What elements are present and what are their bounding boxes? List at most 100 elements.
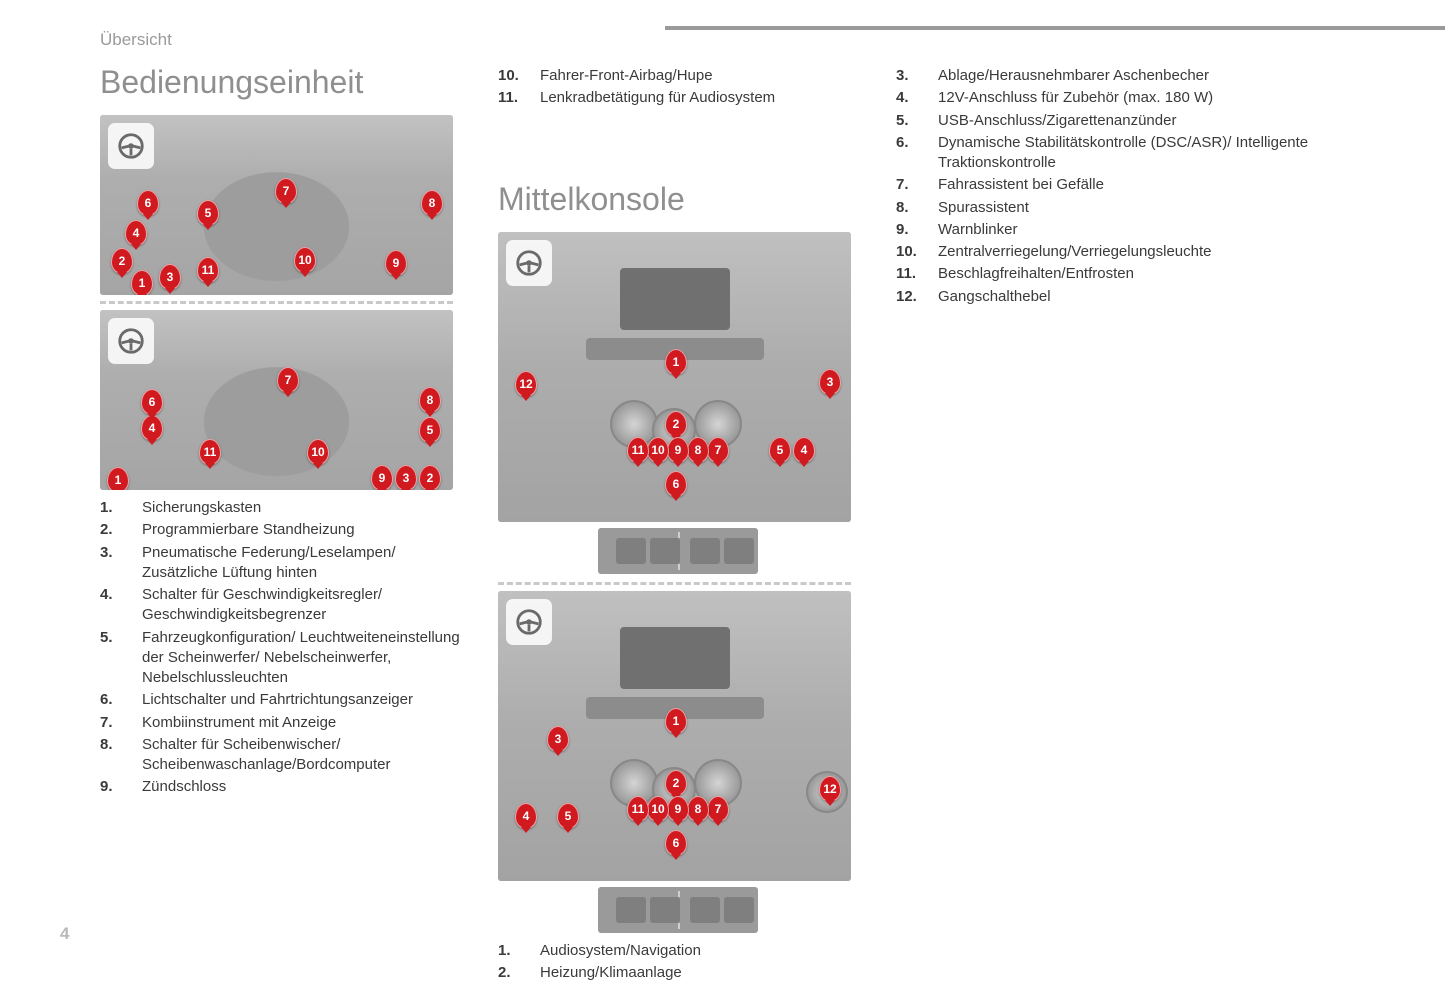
list-item: 9.Warnblinker xyxy=(896,220,1326,240)
list-bedienung-cont: 10.Fahrer-Front-Airbag/Hupe11.Lenkradbet… xyxy=(498,66,858,109)
list-mittelkonsole: 1.Audiosystem/Navigation2.Heizung/Klimaa… xyxy=(498,941,858,984)
list-item-number: 7. xyxy=(100,713,142,733)
callout-marker: 6 xyxy=(665,471,687,497)
list-item: 8.Spurassistent xyxy=(896,198,1326,218)
list-item-number: 9. xyxy=(100,777,142,797)
steering-wheel-icon xyxy=(108,123,154,169)
infotainment-screen xyxy=(620,627,730,689)
callout-marker: 1 xyxy=(665,349,687,375)
list-item-number: 2. xyxy=(498,963,540,983)
list-item-text: Kombiinstrument mit Anzeige xyxy=(142,713,460,733)
section-label: Übersicht xyxy=(100,30,1385,50)
callout-marker: 4 xyxy=(793,437,815,463)
list-item: 5.Fahrzeugkonfiguration/ Leuchtweitenein… xyxy=(100,628,460,689)
list-item: 6.Lichtschalter und Fahrtrichtungsanzeig… xyxy=(100,690,460,710)
list-item-text: Beschlagfreihalten/Entfrosten xyxy=(938,264,1326,284)
list-item: 12.Gangschalthebel xyxy=(896,287,1326,307)
list-item: 10.Zentralverriegelung/Verriegelungsleuc… xyxy=(896,242,1326,262)
list-item-number: 2. xyxy=(100,520,142,540)
list-item-text: Spurassistent xyxy=(938,198,1326,218)
list-item-number: 12. xyxy=(896,287,938,307)
list-item-text: Fahrzeugkonfiguration/ Leuchtweiteneinst… xyxy=(142,628,460,689)
list-item-number: 11. xyxy=(498,88,540,108)
diagram-console-bottom: 123456789101112 xyxy=(498,591,851,881)
callout-marker: 8 xyxy=(421,190,443,216)
list-item: 4.Schalter für Geschwindigkeitsregler/ G… xyxy=(100,585,460,626)
list-item: 6.Dynamische Stabilitätskontrolle (DSC/A… xyxy=(896,133,1326,174)
list-item-text: Pneumatische Federung/Leselampen/ Zusätz… xyxy=(142,543,460,584)
callout-marker: 2 xyxy=(111,248,133,274)
column-3: 3.Ablage/Herausnehmbarer Aschenbecher4.1… xyxy=(896,64,1326,985)
callout-marker: 8 xyxy=(687,437,709,463)
list-item-text: Dynamische Stabilitätskontrolle (DSC/ASR… xyxy=(938,133,1326,174)
list-item: 2.Programmierbare Standheizung xyxy=(100,520,460,540)
list-item-number: 11. xyxy=(896,264,938,284)
list-item-text: Lichtschalter und Fahrtrichtungsanzeiger xyxy=(142,690,460,710)
callout-marker: 6 xyxy=(137,190,159,216)
list-item-text: Sicherungskasten xyxy=(142,498,460,518)
list-item-number: 10. xyxy=(896,242,938,262)
callout-marker: 11 xyxy=(199,439,221,465)
page-number: 4 xyxy=(60,924,69,944)
aux-switch-panel xyxy=(598,528,758,574)
callout-marker: 10 xyxy=(647,796,669,822)
diagram-separator xyxy=(100,301,453,304)
list-item-number: 10. xyxy=(498,66,540,86)
callout-marker: 9 xyxy=(667,796,689,822)
list-item-number: 5. xyxy=(896,111,938,131)
callout-marker: 6 xyxy=(665,830,687,856)
list-item: 5.USB-Anschluss/Zigarettenanzünder xyxy=(896,111,1326,131)
callout-marker: 1 xyxy=(131,270,153,295)
list-item-text: 12V-Anschluss für Zubehör (max. 180 W) xyxy=(938,88,1326,108)
list-item-number: 4. xyxy=(100,585,142,605)
callout-marker: 2 xyxy=(665,411,687,437)
callout-marker: 10 xyxy=(307,439,329,465)
list-mittelkonsole-cont: 3.Ablage/Herausnehmbarer Aschenbecher4.1… xyxy=(896,66,1326,307)
list-item: 9.Zündschloss xyxy=(100,777,460,797)
list-item: 8.Schalter für Scheibenwischer/ Scheiben… xyxy=(100,735,460,776)
callout-marker: 5 xyxy=(197,200,219,226)
title-bedienungseinheit: Bedienungseinheit xyxy=(100,64,460,101)
list-item: 7.Kombiinstrument mit Anzeige xyxy=(100,713,460,733)
callout-marker: 2 xyxy=(665,770,687,796)
list-item-text: Lenkradbetätigung für Audiosystem xyxy=(540,88,858,108)
callout-marker: 9 xyxy=(371,465,393,490)
callout-marker: 5 xyxy=(419,417,441,443)
callout-marker: 11 xyxy=(627,796,649,822)
list-item-number: 9. xyxy=(896,220,938,240)
callout-marker: 5 xyxy=(557,803,579,829)
column-2: 10.Fahrer-Front-Airbag/Hupe11.Lenkradbet… xyxy=(498,64,858,985)
callout-marker: 3 xyxy=(159,264,181,290)
callout-marker: 9 xyxy=(667,437,689,463)
list-item-number: 3. xyxy=(100,543,142,563)
callout-marker: 4 xyxy=(125,220,147,246)
list-item-number: 6. xyxy=(896,133,938,153)
callout-marker: 7 xyxy=(277,367,299,393)
callout-marker: 11 xyxy=(197,257,219,283)
header-rule xyxy=(665,26,1445,30)
list-item-text: Fahrer-Front-Airbag/Hupe xyxy=(540,66,858,86)
callout-marker: 5 xyxy=(769,437,791,463)
list-item-number: 3. xyxy=(896,66,938,86)
callout-marker: 7 xyxy=(275,178,297,204)
callout-marker: 6 xyxy=(141,389,163,415)
callout-marker: 7 xyxy=(707,437,729,463)
list-item-text: Ablage/Herausnehmbarer Aschenbecher xyxy=(938,66,1326,86)
aux-switch-panel xyxy=(598,887,758,933)
list-item-text: Zentralverriegelung/Verriegelungsleuchte xyxy=(938,242,1326,262)
steering-wheel-icon xyxy=(506,240,552,286)
column-1: Bedienungseinheit 1234567891011 12345678… xyxy=(100,64,460,985)
list-item-text: Warnblinker xyxy=(938,220,1326,240)
callout-marker: 1 xyxy=(107,467,129,490)
diagram-steering-bottom: 1234567891011 xyxy=(100,310,453,490)
steering-wheel-icon xyxy=(506,599,552,645)
callout-marker: 3 xyxy=(547,726,569,752)
list-item-text: Fahrassistent bei Gefälle xyxy=(938,175,1326,195)
list-item-number: 8. xyxy=(896,198,938,218)
callout-marker: 2 xyxy=(419,465,441,490)
list-item-number: 7. xyxy=(896,175,938,195)
page-columns: Bedienungseinheit 1234567891011 12345678… xyxy=(100,64,1385,985)
diagram-separator xyxy=(498,582,851,585)
callout-marker: 12 xyxy=(819,776,841,802)
list-item-number: 8. xyxy=(100,735,142,755)
